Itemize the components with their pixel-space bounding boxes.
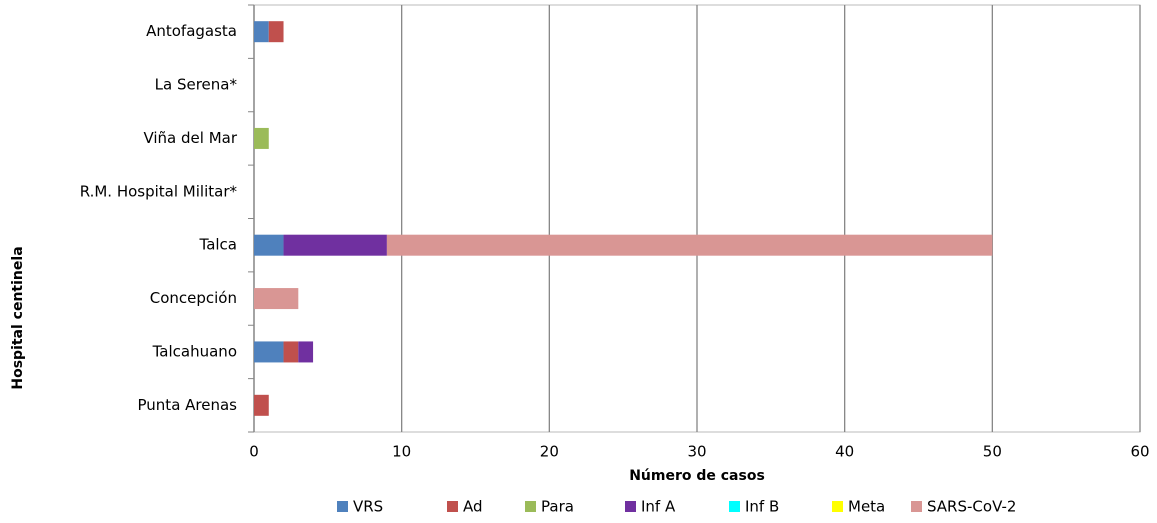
bar-segment	[254, 341, 284, 363]
x-tick-label: 10	[392, 443, 411, 461]
legend-swatch	[447, 501, 458, 512]
legend-label: VRS	[353, 498, 383, 516]
x-tick-label: 40	[835, 443, 854, 461]
x-tick-label: 30	[687, 443, 706, 461]
x-tick-label: 20	[540, 443, 559, 461]
bar-segment	[283, 234, 387, 256]
legend-label: SARS-CoV-2	[927, 498, 1016, 516]
y-axis-title: Hospital centinela	[10, 246, 26, 389]
legend-label: Ad	[463, 498, 483, 516]
bar-segment	[268, 21, 284, 43]
bar-segment	[254, 288, 299, 310]
y-tick-label: Antofagasta	[146, 22, 237, 40]
legend-swatch	[525, 501, 536, 512]
y-tick-label: Concepción	[150, 289, 237, 307]
y-tick-label: Talca	[199, 236, 237, 254]
legend-swatch	[832, 501, 843, 512]
x-tick-label: 60	[1130, 443, 1149, 461]
legend-swatch	[625, 501, 636, 512]
legend-label: Inf A	[641, 498, 676, 516]
y-tick-label: Talcahuano	[152, 342, 237, 360]
x-tick-label: 0	[249, 443, 259, 461]
x-tick-label: 50	[983, 443, 1002, 461]
bar-segment	[254, 21, 269, 43]
bar-segment	[283, 341, 299, 363]
bar-segment	[386, 234, 993, 256]
legend-swatch	[911, 501, 922, 512]
bar-segment	[254, 234, 284, 256]
y-tick-label: R.M. Hospital Militar*	[80, 182, 238, 200]
bar-segment	[254, 394, 269, 416]
legend-swatch	[337, 501, 348, 512]
legend-label: Meta	[848, 498, 885, 516]
legend-label: Inf B	[745, 498, 779, 516]
legend-swatch	[729, 501, 740, 512]
bar-segment	[298, 341, 314, 363]
x-axis-title: Número de casos	[629, 468, 765, 484]
legend-label: Para	[541, 498, 574, 516]
y-tick-label: Viña del Mar	[143, 129, 237, 147]
y-tick-label: La Serena*	[155, 76, 238, 94]
bar-segment	[254, 127, 269, 149]
y-tick-label: Punta Arenas	[138, 396, 238, 414]
